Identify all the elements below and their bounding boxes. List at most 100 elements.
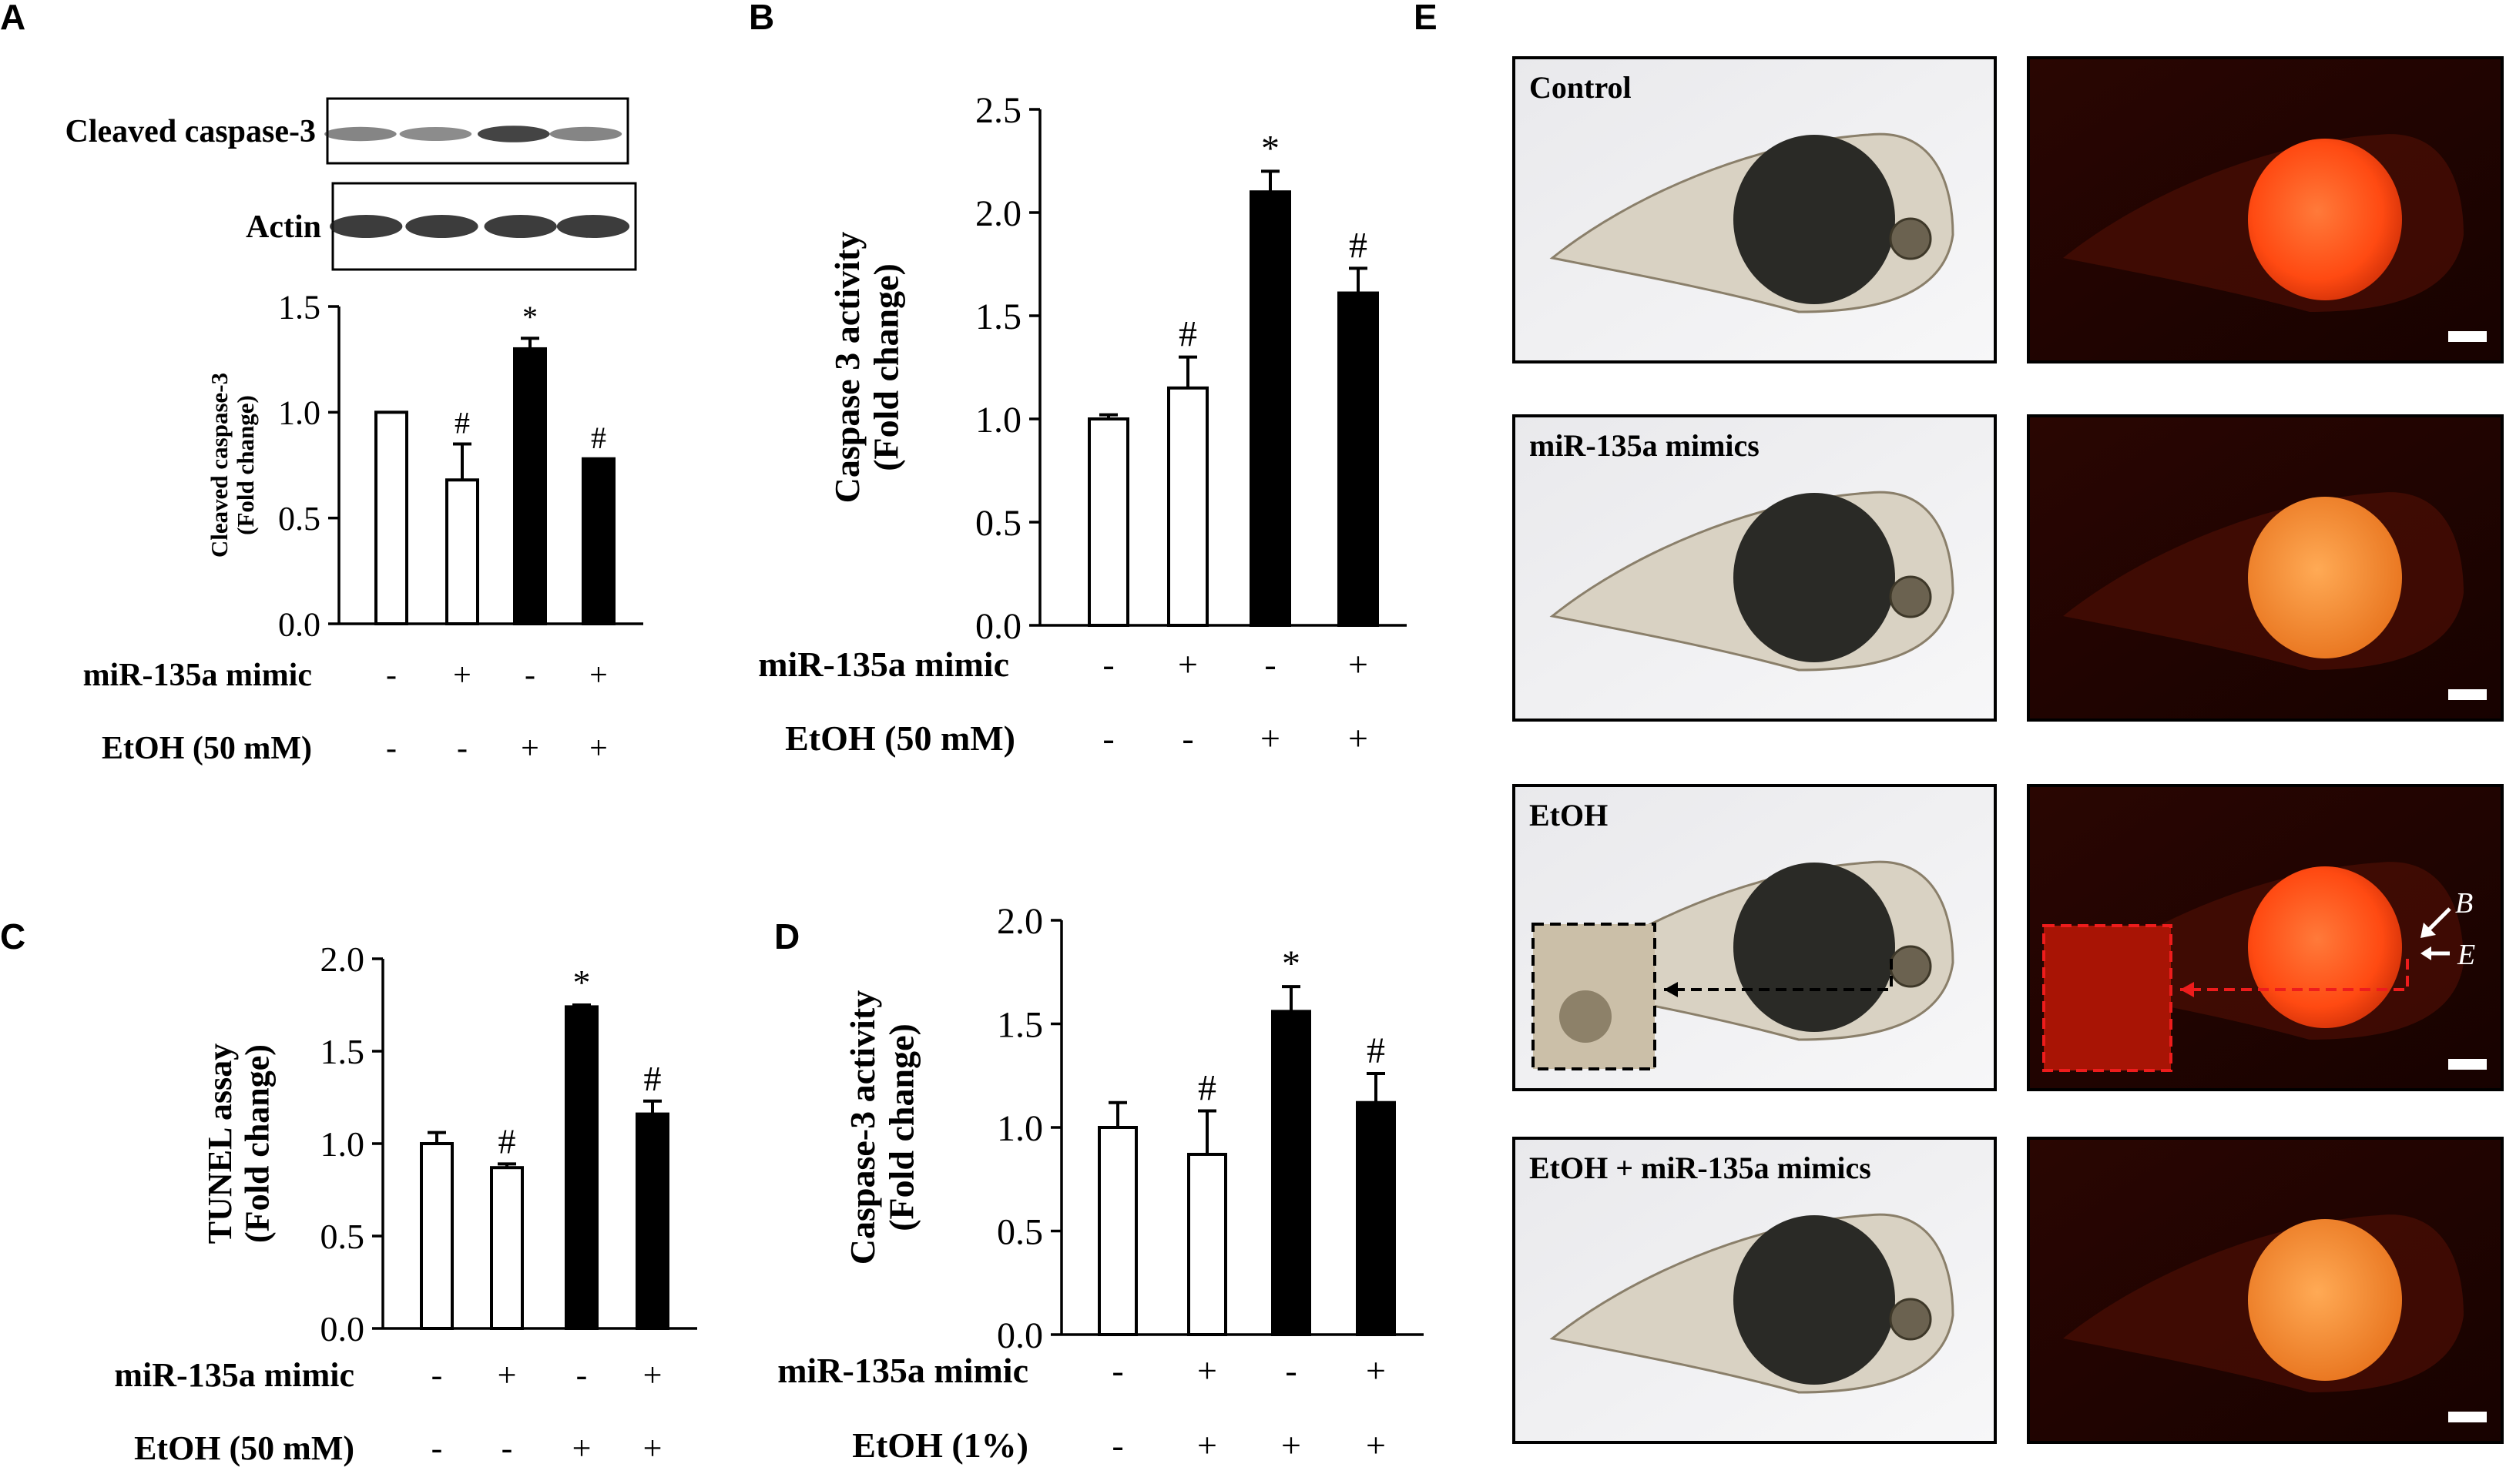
significance-hash: # xyxy=(498,1121,516,1161)
significance-hash: # xyxy=(591,420,606,455)
y-tick-label: 0.5 xyxy=(997,1211,1043,1252)
bar xyxy=(1098,1126,1138,1336)
y-axis-label-line: Cleaved caspase-3 xyxy=(206,373,233,558)
arrow-label-b: B xyxy=(2455,887,2473,920)
condition-sign: - xyxy=(386,731,397,766)
panel-letter-a: A xyxy=(0,0,25,37)
significance-hash: # xyxy=(1179,314,1197,355)
condition-sign: - xyxy=(1264,645,1276,684)
condition-label: EtOH (50 mM) xyxy=(102,731,312,766)
chart-a: 0.0 0.5 1.0 1.5 Cleaved caspase-3(Fold chang… xyxy=(83,288,643,766)
significance-hash: # xyxy=(1349,225,1367,266)
y-tick-label: 0.5 xyxy=(975,503,1022,544)
image-row-label: miR-135a mimics xyxy=(1529,428,1760,463)
panel-letter-c: C xyxy=(0,916,25,956)
y-tick-label: 0.0 xyxy=(320,1309,365,1348)
western-blot: Cleaved caspase-3 Actin xyxy=(65,97,637,271)
blot-label-actin: Actin xyxy=(246,209,321,245)
bar xyxy=(1167,386,1209,627)
y-axis-label: TUNEL assay(Fold change) xyxy=(201,1043,276,1244)
y-tick-label: 1.0 xyxy=(975,400,1022,441)
bar xyxy=(1356,1100,1396,1336)
chart-d: 0.0 0.5 1.0 1.5 2.0 Caspase-3 activity(Fold c… xyxy=(777,901,1424,1465)
condition-sign: + xyxy=(589,731,608,766)
condition-sign: + xyxy=(572,1429,592,1467)
condition-sign: + xyxy=(453,658,471,693)
blot-band xyxy=(484,215,557,238)
condition-label: miR-135a mimic xyxy=(83,658,312,693)
fluorescence-inset xyxy=(2042,924,2172,1072)
bar xyxy=(1250,190,1291,627)
condition-sign: + xyxy=(589,658,608,693)
scale-bar xyxy=(2448,1412,2487,1422)
condition-sign: + xyxy=(1366,1351,1386,1390)
condition-sign: + xyxy=(1281,1425,1301,1465)
bar xyxy=(1271,1010,1311,1336)
chart-c: 0.0 0.5 1.0 1.5 2.0 TUNEL assay(Fold change) #… xyxy=(114,940,697,1467)
zebrafish-yolk xyxy=(1733,863,1895,1032)
condition-sign: - xyxy=(457,731,468,766)
y-tick-label: 2.0 xyxy=(997,901,1043,942)
significance-hash: # xyxy=(1367,1030,1385,1071)
y-tick-label: 1.5 xyxy=(278,288,320,326)
y-axis-label: Caspase-3 activity(Fold change) xyxy=(843,990,921,1265)
significance-hash: # xyxy=(644,1059,662,1098)
zebrafish-yolk xyxy=(1733,135,1895,304)
y-axis-label-line: (Fold change) xyxy=(867,263,906,471)
condition-sign: + xyxy=(1197,1425,1217,1465)
image-row-label: EtOH + miR-135a mimics xyxy=(1529,1151,1871,1185)
significance-hash: # xyxy=(1198,1067,1216,1108)
blot-label-cleaved-caspase-3: Cleaved caspase-3 xyxy=(65,114,316,149)
condition-sign: - xyxy=(431,1429,443,1467)
significance-star: * xyxy=(1261,128,1280,169)
connector-arrowhead xyxy=(2180,982,2194,997)
condition-sign: - xyxy=(525,658,535,693)
y-tick-label: 1.0 xyxy=(278,394,320,432)
y-tick-label: 1.5 xyxy=(997,1004,1043,1045)
y-tick-label: 0.5 xyxy=(320,1217,365,1256)
panel-letter-e: E xyxy=(1414,0,1438,37)
condition-sign: + xyxy=(1348,645,1368,684)
condition-sign: - xyxy=(1102,645,1114,684)
blot-band xyxy=(330,215,403,238)
y-axis-label-line: (Fold change) xyxy=(232,395,259,535)
zebrafish-eye xyxy=(1889,217,1932,260)
significance-hash: # xyxy=(455,406,470,441)
y-tick-label: 0.0 xyxy=(278,605,320,643)
condition-sign: + xyxy=(498,1356,517,1394)
bar xyxy=(420,1142,454,1330)
connector-arrowhead xyxy=(1664,982,1678,997)
y-tick-label: 2.0 xyxy=(320,940,365,979)
condition-label: miR-135a mimic xyxy=(777,1351,1028,1390)
panel-letter-b: B xyxy=(749,0,774,37)
y-axis-label-line: TUNEL assay xyxy=(201,1043,239,1244)
bar xyxy=(565,1005,599,1331)
image-row-4: EtOH + miR-135a mimics xyxy=(1512,1137,2504,1444)
zebrafish-eye xyxy=(1889,945,1932,988)
zebrafish-yolk-fluorescence xyxy=(2248,866,2402,1028)
condition-sign: + xyxy=(521,731,539,766)
scale-bar xyxy=(2448,1059,2487,1070)
condition-label: EtOH (50 mM) xyxy=(785,719,1015,758)
blot-band xyxy=(405,215,478,238)
y-axis-label-line: (Fold change) xyxy=(238,1044,276,1243)
zebrafish-eye xyxy=(1889,575,1932,618)
image-row-label: Control xyxy=(1529,70,1632,105)
fluorescence-inset-connector xyxy=(2180,959,2409,991)
bar xyxy=(1187,1152,1227,1336)
bar xyxy=(1088,417,1129,627)
y-axis-label: Caspase 3 activity(Fold change) xyxy=(827,232,906,504)
condition-sign: - xyxy=(1285,1351,1297,1390)
condition-sign: + xyxy=(1197,1351,1217,1390)
condition-label: EtOH (1%) xyxy=(852,1425,1028,1465)
zebrafish-yolk-fluorescence xyxy=(2248,139,2402,300)
significance-star: * xyxy=(1282,943,1300,984)
condition-sign: - xyxy=(1102,719,1114,758)
condition-sign: - xyxy=(1182,719,1193,758)
condition-sign: - xyxy=(576,1356,588,1394)
y-tick-label: 1.5 xyxy=(320,1032,365,1071)
y-tick-label: 2.5 xyxy=(975,90,1022,131)
zebrafish-yolk-fluorescence xyxy=(2248,497,2402,658)
zebrafish-yolk xyxy=(1733,493,1895,662)
